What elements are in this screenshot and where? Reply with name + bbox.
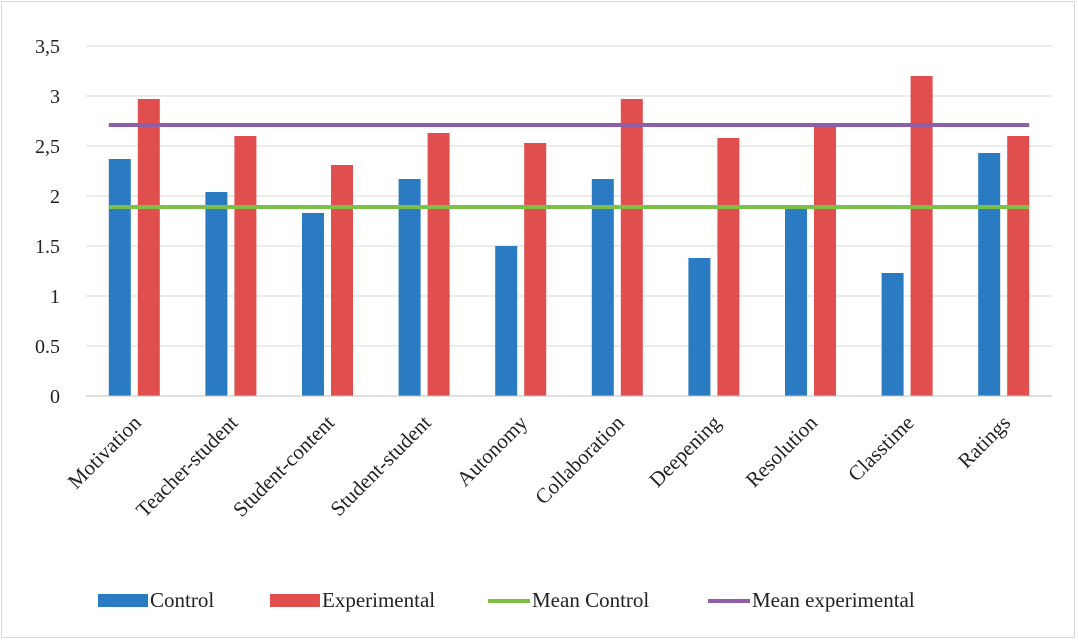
x-category-label: Motivation [63, 410, 146, 493]
bar-control [302, 213, 324, 396]
y-tick-label: 1.5 [35, 236, 60, 258]
bar-control [785, 206, 807, 396]
bar-control [205, 192, 228, 396]
y-axis-ticks: 0 0.5 1 1.5 2 2,5 3 3,5 [35, 36, 60, 408]
x-category-label: Student-content [228, 410, 339, 521]
bar-experimental [524, 143, 547, 396]
y-tick-label: 0 [50, 386, 60, 408]
legend-label-experimental: Experimental [322, 588, 435, 612]
bar-experimental [910, 76, 933, 396]
legend-label-mean-experimental: Mean experimental [752, 588, 915, 612]
x-category-label: Classtime [843, 411, 919, 487]
y-tick-label: 3 [50, 86, 60, 108]
legend-label-mean-control: Mean Control [532, 588, 649, 612]
x-category-label: Student-student [325, 410, 435, 520]
y-tick-label: 0.5 [35, 336, 60, 358]
bar-control [688, 258, 711, 396]
bar-experimental [137, 99, 160, 396]
bar-experimental [620, 99, 643, 396]
legend-swatch-control [98, 594, 148, 607]
x-category-label: Deepening [644, 410, 726, 492]
gridlines [86, 45, 1052, 347]
bar-control [495, 246, 518, 396]
x-category-label: Resolution [741, 410, 823, 492]
x-category-label: Autonomy [452, 410, 533, 491]
bar-control [591, 179, 614, 396]
y-tick-label: 2,5 [35, 136, 60, 158]
x-category-label: Teacher-student [131, 410, 242, 521]
y-tick-label: 3,5 [35, 36, 60, 58]
bar-control [881, 273, 904, 396]
bar-experimental [1007, 136, 1030, 396]
category-labels: MotivationTeacher-studentStudent-content… [63, 410, 1015, 522]
bar-experimental [427, 133, 450, 396]
bar-experimental [717, 138, 740, 396]
y-tick-label: 1 [50, 286, 60, 308]
legend-label-control: Control [150, 588, 214, 612]
bar-control [978, 153, 1001, 396]
x-category-label: Collaboration [530, 410, 629, 509]
bar-control [398, 179, 421, 396]
bar-control [108, 159, 131, 396]
mean-lines [108, 123, 1030, 209]
bar-experimental [331, 165, 353, 396]
bar-experimental [814, 123, 836, 396]
bar-experimental [234, 136, 257, 396]
legend: Control Experimental Mean Control Mean expe… [98, 588, 915, 612]
legend-swatch-experimental [270, 594, 320, 607]
x-category-label: Ratings [953, 411, 1015, 473]
y-tick-label: 2 [50, 186, 60, 208]
